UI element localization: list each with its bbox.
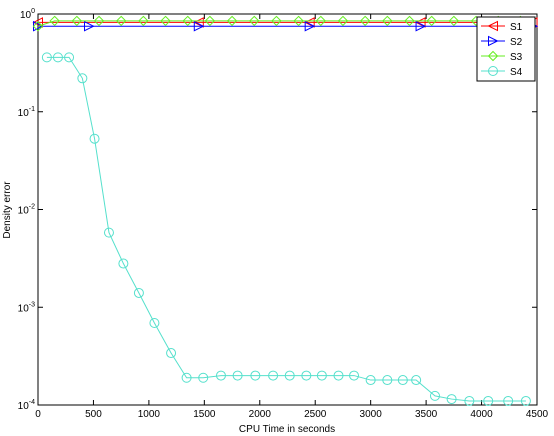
y-tick-label: 10-1 [18,106,35,119]
data-point [149,318,160,329]
x-tick-label: 2500 [304,409,327,420]
data-point [249,15,260,27]
data-point [198,372,209,383]
data-point [160,15,171,27]
x-tick-label: 1500 [193,409,216,420]
data-point [204,15,216,27]
legend-label: S4 [510,67,523,78]
legend-label: S3 [510,52,523,63]
data-point [115,15,127,27]
legend-box [476,16,536,82]
legend-marker [488,66,498,76]
data-point [315,15,326,27]
data-point [301,370,312,381]
x-tick-label: 500 [85,409,102,420]
data-point [71,15,83,27]
plot-frame [37,13,538,406]
data-point [52,52,63,63]
data-point [250,370,261,381]
data-point [293,15,304,27]
data-point [193,20,205,32]
data-point [316,370,327,381]
x-tick-label: 1000 [138,409,161,420]
y-tick-label: 100 [20,8,35,21]
data-point [64,52,75,63]
data-point [103,227,114,238]
data-point [446,394,457,405]
data-point [182,15,193,27]
series-line [46,56,526,402]
x-tick-label: 4500 [526,409,549,420]
data-point [232,370,243,381]
data-point [415,20,427,32]
data-point [520,395,531,406]
legend-marker [487,20,498,32]
data-point [32,17,43,28]
legend-label: S1 [510,22,523,33]
y-tick-label: 10-3 [18,301,35,314]
x-tick-label: 3000 [360,409,383,420]
x-tick-label: 3500 [415,409,438,420]
data-point [215,370,226,381]
data-point [304,20,316,32]
data-point [411,375,422,386]
legend-marker [487,50,499,62]
data-point [382,375,393,386]
data-point [404,15,415,27]
data-point [333,370,344,381]
x-tick-label: 4000 [470,409,493,420]
data-point [337,15,349,27]
data-point [77,73,88,84]
data-point [32,21,44,32]
data-point [118,258,129,269]
data-point [483,395,494,406]
data-point [89,133,100,144]
data-point [397,375,408,386]
data-point [41,52,52,63]
data-point [359,15,371,27]
data-point [365,375,376,386]
data-point [349,370,360,381]
data-point [382,15,393,27]
y-axis-label: Density error [2,181,13,239]
data-point [271,15,282,27]
data-point [193,17,204,28]
x-axis-label: CPU Time in seconds [239,424,335,435]
data-point [166,348,177,359]
data-point [84,20,95,32]
data-point [414,17,426,28]
legend-marker [488,35,499,47]
data-point [93,15,105,27]
legend-label: S2 [510,37,523,48]
series-line [37,20,521,27]
y-tick-label: 10-2 [18,204,35,217]
data-point [133,287,144,298]
data-point [138,15,149,27]
data-point [49,15,60,27]
data-point [304,17,315,28]
data-point [268,370,279,381]
data-point [284,370,295,381]
data-point [426,15,437,27]
data-point [429,390,440,401]
data-point [448,15,460,27]
data-point [503,395,514,406]
data-point [226,15,238,27]
y-tick-label: 10-4 [18,399,35,412]
data-point [464,395,475,406]
data-point [181,372,192,383]
x-tick-label: 0 [35,409,41,420]
x-tick-label: 2000 [249,409,272,420]
